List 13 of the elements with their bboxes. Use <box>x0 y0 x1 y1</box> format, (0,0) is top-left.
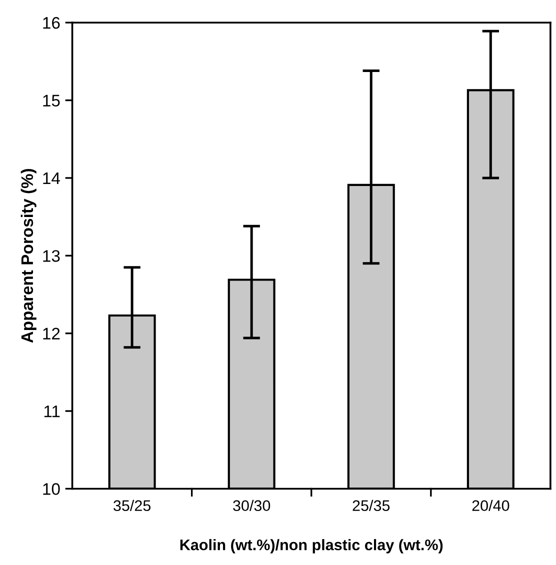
x-tick-label: 20/40 <box>472 500 510 512</box>
y-tick-label: 16 <box>43 17 60 29</box>
x-tick-label: 25/35 <box>352 500 390 512</box>
x-tick-label: 30/30 <box>233 500 270 512</box>
y-axis-title: Apparent Porosity (%) <box>20 168 36 343</box>
y-tick-label: 12 <box>43 328 60 340</box>
y-tick-label: 14 <box>43 172 60 184</box>
y-tick-label: 13 <box>43 250 60 262</box>
x-tick-label: 35/25 <box>114 500 151 512</box>
y-tick-label: 15 <box>43 94 60 106</box>
y-tick-label: 10 <box>43 483 60 495</box>
y-tick-label: 11 <box>44 406 60 418</box>
x-axis-title: Kaolin (wt.%)/non plastic clay (wt.%) <box>180 539 443 554</box>
